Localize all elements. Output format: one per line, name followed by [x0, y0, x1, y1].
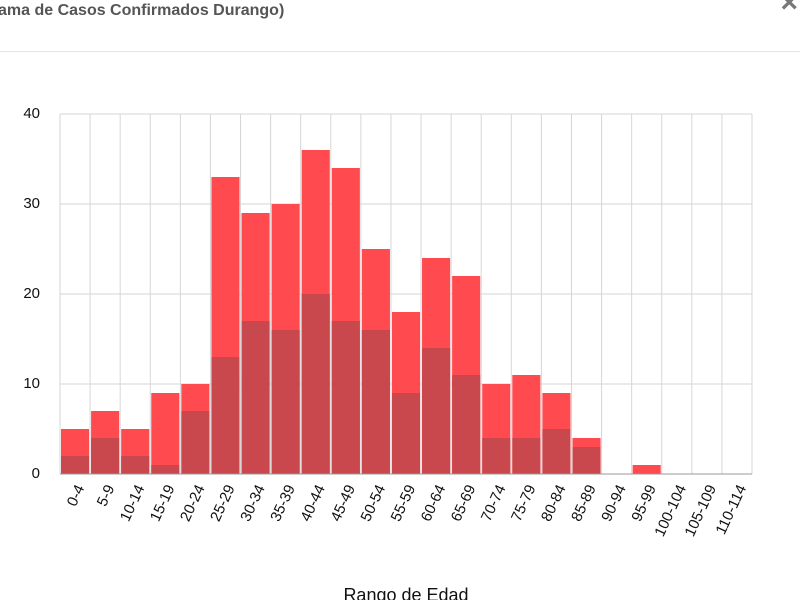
x-tick-label: 0-4 [64, 482, 89, 509]
x-tick-label: 5-9 [94, 482, 119, 509]
x-tick-label: 10-14 [117, 482, 149, 524]
bar [61, 456, 90, 474]
bar [361, 330, 390, 474]
bar [632, 465, 661, 474]
x-tick-label: 15-19 [147, 482, 179, 524]
bar [331, 321, 360, 474]
x-tick-label: 35-39 [267, 482, 299, 524]
modal-title: ama de Casos Confirmados Durango) [0, 2, 285, 19]
y-tick-label: 40 [23, 105, 40, 122]
close-button[interactable]: × [780, 0, 798, 19]
bar [151, 393, 180, 474]
x-tick-label: 45-49 [327, 482, 359, 524]
y-tick-label: 30 [23, 195, 40, 212]
x-axis-label: Rango de Edad [343, 585, 468, 600]
x-tick-label: 95-99 [628, 482, 660, 524]
y-tick-label: 0 [32, 465, 40, 482]
x-tick-label: 80-84 [538, 482, 570, 524]
bar [121, 456, 150, 474]
modal-header: ama de Casos Confirmados Durango) × [0, 0, 800, 52]
bar [452, 375, 481, 474]
bar [241, 321, 270, 474]
x-tick-label: 75-79 [508, 482, 540, 524]
x-tick-label: 90-94 [598, 482, 630, 524]
bar [151, 465, 180, 474]
x-tick-label: 70-74 [478, 482, 510, 524]
bar [422, 348, 451, 474]
x-tick-label: 50-54 [358, 482, 390, 524]
x-tick-label: 60-64 [418, 482, 450, 524]
y-tick-label: 20 [23, 285, 40, 302]
bar [512, 438, 541, 474]
bar [391, 393, 421, 474]
x-tick-label: 55-59 [388, 482, 420, 524]
y-tick-label: 10 [23, 375, 40, 392]
x-tick-label: 65-69 [448, 482, 480, 524]
bar [211, 357, 240, 474]
x-tick-label: 25-29 [207, 482, 239, 524]
x-tick-label: 40-44 [297, 482, 329, 524]
bar [542, 429, 571, 474]
bar [91, 438, 120, 474]
x-tick-label: 85-89 [568, 482, 600, 524]
bar [181, 411, 210, 474]
bar [572, 447, 601, 474]
x-tick-label: 20-24 [177, 482, 209, 524]
x-tick-label: 30-34 [237, 482, 269, 524]
bar [301, 294, 330, 474]
bar [271, 330, 300, 474]
bar [482, 438, 511, 474]
